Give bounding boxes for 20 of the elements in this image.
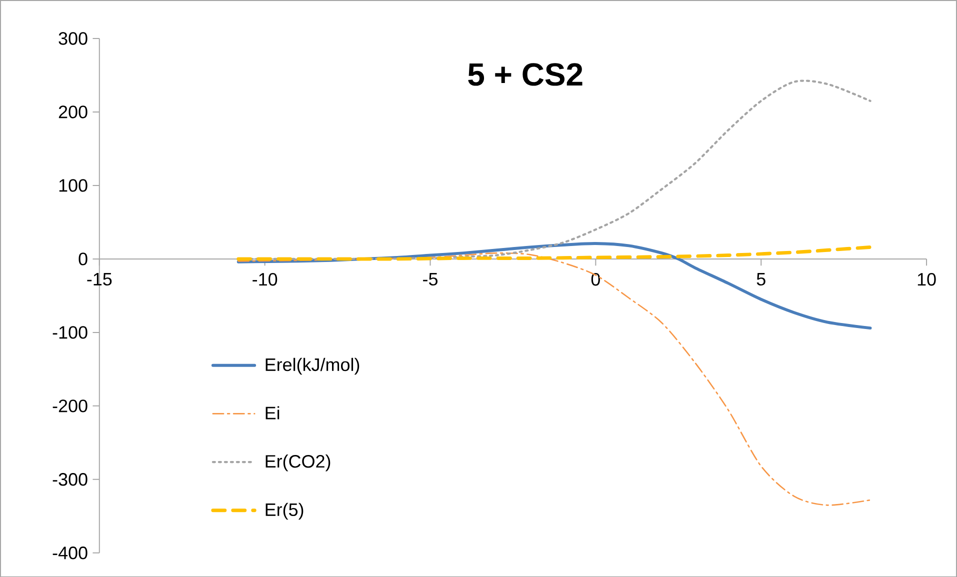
x-tick-label: 5 <box>756 272 766 286</box>
text: 5 + CS2 <box>468 62 582 86</box>
y-tick-label: -200 <box>52 399 88 412</box>
y-tick-label: 0 <box>78 252 88 266</box>
y-tick-label: -300 <box>52 472 88 486</box>
y-tick-label: 200 <box>58 105 88 118</box>
x-tick-label: 10 <box>918 272 936 286</box>
x-tick-label: -15 <box>87 272 112 286</box>
x-tick-label: -5 <box>423 272 438 286</box>
legend-label: Erel(kJ/mol) <box>266 358 360 374</box>
x-tick-label: 0 <box>591 272 600 286</box>
y-tick-label: -400 <box>52 546 88 560</box>
y-tick-label: 300 <box>58 32 88 45</box>
line-series <box>236 245 872 261</box>
x-tick-label: -10 <box>252 272 278 286</box>
legend-label: Ei <box>266 406 280 420</box>
y-tick-label: -100 <box>52 326 88 339</box>
y-tick-label: 100 <box>59 178 88 192</box>
legend-label: Er(CO2) <box>266 454 330 472</box>
legend-label: Er(5) <box>266 502 304 520</box>
